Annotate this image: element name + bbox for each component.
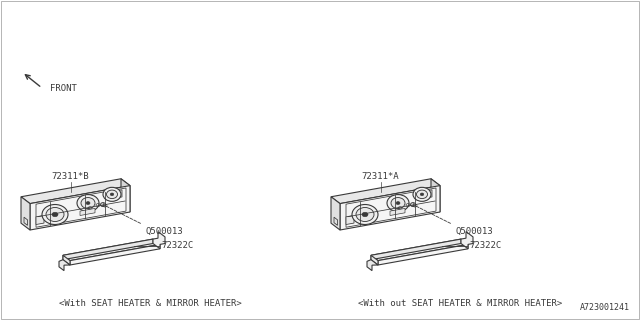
Polygon shape <box>431 179 440 212</box>
Ellipse shape <box>42 204 68 225</box>
Polygon shape <box>340 186 440 230</box>
Text: 72311*A: 72311*A <box>362 172 399 181</box>
Ellipse shape <box>100 203 106 207</box>
Polygon shape <box>334 217 337 225</box>
Ellipse shape <box>81 197 95 209</box>
Polygon shape <box>378 244 468 265</box>
Ellipse shape <box>410 203 415 207</box>
Polygon shape <box>371 239 468 260</box>
Ellipse shape <box>387 195 409 212</box>
Text: 72311*B: 72311*B <box>52 172 90 181</box>
Ellipse shape <box>391 197 405 209</box>
Text: <With out SEAT HEATER & MIRROR HEATER>: <With out SEAT HEATER & MIRROR HEATER> <box>358 300 562 308</box>
Ellipse shape <box>106 190 118 199</box>
Polygon shape <box>59 260 70 271</box>
Polygon shape <box>63 255 70 265</box>
Polygon shape <box>461 232 473 249</box>
Ellipse shape <box>77 195 99 212</box>
Polygon shape <box>367 260 378 271</box>
Text: A723001241: A723001241 <box>580 303 630 312</box>
Text: <With SEAT HEATER & MIRROR HEATER>: <With SEAT HEATER & MIRROR HEATER> <box>59 300 241 308</box>
Polygon shape <box>36 215 44 225</box>
Text: Q500013: Q500013 <box>145 227 182 236</box>
Text: FRONT: FRONT <box>50 84 77 92</box>
Polygon shape <box>21 179 130 204</box>
Polygon shape <box>21 197 30 230</box>
Polygon shape <box>63 239 160 260</box>
Polygon shape <box>331 197 340 230</box>
Polygon shape <box>346 215 354 225</box>
Ellipse shape <box>86 202 90 204</box>
Ellipse shape <box>46 207 64 221</box>
Polygon shape <box>108 190 122 199</box>
Ellipse shape <box>413 187 431 201</box>
Ellipse shape <box>417 190 428 199</box>
Ellipse shape <box>110 193 114 196</box>
Ellipse shape <box>420 193 424 196</box>
Polygon shape <box>63 239 153 260</box>
Ellipse shape <box>52 212 58 217</box>
Polygon shape <box>70 244 160 265</box>
Ellipse shape <box>352 204 378 225</box>
Polygon shape <box>80 208 95 215</box>
Ellipse shape <box>362 212 368 217</box>
Text: 72322C: 72322C <box>161 241 193 250</box>
Polygon shape <box>121 179 130 212</box>
Text: 72322C: 72322C <box>469 241 501 250</box>
Text: Q500013: Q500013 <box>455 227 493 236</box>
Ellipse shape <box>356 207 374 221</box>
Polygon shape <box>390 208 405 215</box>
Polygon shape <box>371 239 461 260</box>
Polygon shape <box>24 217 28 225</box>
Polygon shape <box>153 232 165 249</box>
Polygon shape <box>371 255 378 265</box>
Polygon shape <box>331 179 440 204</box>
Ellipse shape <box>103 187 121 201</box>
Ellipse shape <box>396 202 400 204</box>
Polygon shape <box>30 186 130 230</box>
Polygon shape <box>418 190 432 199</box>
